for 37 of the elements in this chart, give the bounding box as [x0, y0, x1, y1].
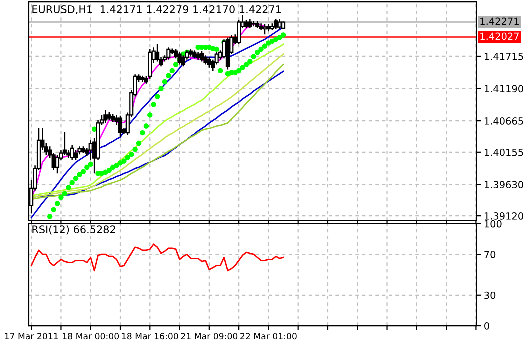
y-tick-label: 100 [484, 220, 502, 228]
y-tick-label: 1.40665 [484, 118, 524, 125]
candlestick [200, 50, 204, 62]
candlestick [74, 150, 78, 161]
y-tick-label: 1.39630 [484, 181, 524, 189]
candlestick [204, 54, 208, 66]
candlestick [278, 18, 282, 30]
candlestick [248, 18, 252, 30]
x-tick-label: 18 Mar 00:00 [63, 333, 120, 340]
chart-title: EURUSD,H1 1.42171 1.42279 1.42170 1.42271 [32, 6, 282, 14]
y-tick-label: 1.40155 [484, 148, 524, 156]
y-tick-label: 1.41190 [484, 85, 524, 93]
candlestick [262, 24, 268, 36]
line-series [30, 244, 284, 272]
candlestick [148, 48, 152, 80]
candlestick [88, 140, 93, 161]
y-tick-label: 1.39120 [484, 212, 524, 220]
x-tick-label: 18 Mar 16:00 [122, 333, 178, 340]
y-tick-label: 1.41715 [484, 53, 524, 60]
chart-title: RSI(12) 66.5282 [32, 225, 116, 235]
candlestick [62, 132, 67, 156]
x-tick-label: 17 Mar 2011 [5, 333, 58, 340]
x-tick-label: 22 Mar 01:00 [240, 333, 297, 340]
y-tick-label: 0 [484, 322, 490, 330]
candlestick [118, 115, 123, 138]
y-tick-label: 30 [484, 292, 496, 300]
candlestick [156, 44, 160, 62]
x-tick-label: 21 Mar 09:00 [181, 333, 238, 340]
ref-line-label: 1.42027 [480, 32, 519, 40]
ref-line-label: 1.42271 [480, 18, 519, 25]
candlestick [55, 154, 60, 174]
y-tick-label: 70 [484, 251, 496, 258]
candlestick [70, 144, 74, 161]
candlestick [274, 18, 278, 30]
candlestick [104, 110, 108, 124]
candlestick [166, 46, 171, 60]
candlestick [207, 56, 212, 68]
